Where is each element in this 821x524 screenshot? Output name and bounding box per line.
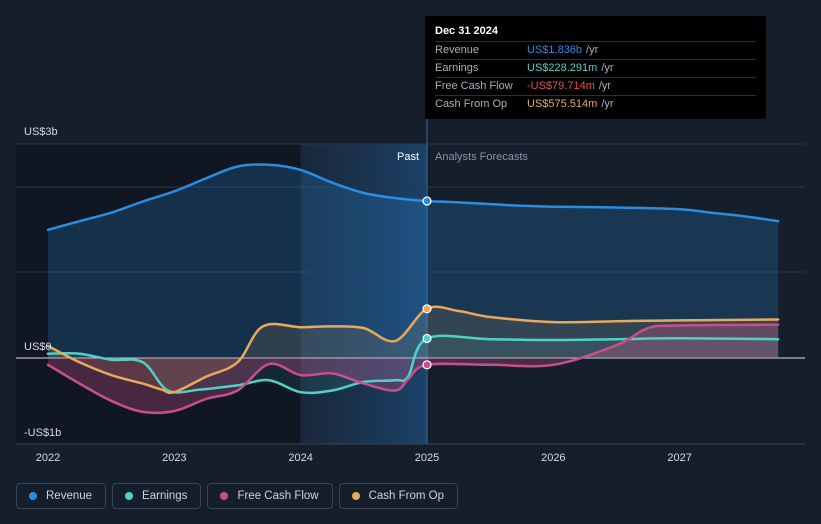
legend-dot-icon xyxy=(125,492,134,500)
series-marker-revenue xyxy=(422,196,432,206)
x-tick-label: 2027 xyxy=(667,452,691,464)
legend-item-earnings[interactable]: Earnings xyxy=(112,483,202,509)
legend-item-free-cash-flow[interactable]: Free Cash Flow xyxy=(207,483,333,509)
legend-label: Revenue xyxy=(46,490,93,502)
tooltip-label: Revenue xyxy=(435,44,480,56)
series-area-cash-from-op xyxy=(48,306,779,393)
tooltip-label: Free Cash Flow xyxy=(435,80,513,92)
series-area-revenue xyxy=(48,164,779,358)
y-tick-label: US$0 xyxy=(24,341,52,353)
tooltip-row-cash-from-op: Cash From Op US$575.514m /yr xyxy=(435,95,756,113)
tooltip-label: Cash From Op xyxy=(435,98,508,110)
tooltip-row-earnings: Earnings US$228.291m /yr xyxy=(435,59,756,77)
legend-dot-icon xyxy=(351,492,360,500)
y-tick-label: -US$1b xyxy=(24,427,61,439)
x-tick-label: 2026 xyxy=(541,452,565,464)
tooltip-unit: /yr xyxy=(598,80,612,92)
tooltip-unit: /yr xyxy=(601,62,614,74)
legend-dot-icon xyxy=(29,492,37,500)
tooltip-row-free-cash-flow: Free Cash Flow -US$79.714m /yr xyxy=(435,77,756,95)
legend-label: Earnings xyxy=(142,490,188,502)
series-area-earnings xyxy=(48,335,779,393)
legend-dot-icon xyxy=(220,492,229,500)
series-line-earnings xyxy=(46,334,780,395)
tooltip-date: Dec 31 2024 xyxy=(435,25,498,37)
series-line-revenue xyxy=(46,163,780,232)
x-tick-label: 2024 xyxy=(288,452,312,464)
tooltip-value: -US$79.714m xyxy=(527,80,595,92)
legend-item-cash-from-op[interactable]: Cash From Op xyxy=(338,483,459,509)
tooltip: Dec 31 2024 Revenue US$1.836b /yr Earnin… xyxy=(425,16,766,119)
y-tick-label: US$3b xyxy=(24,126,58,138)
x-tick-label: 2023 xyxy=(162,452,186,464)
legend: Revenue Earnings Free Cash Flow Cash Fro… xyxy=(16,483,459,511)
legend-label: Cash From Op xyxy=(368,490,445,502)
tooltip-unit: /yr xyxy=(586,44,599,56)
tooltip-value: US$1.836b xyxy=(527,44,583,56)
forecast-label: Analysts Forecasts xyxy=(435,151,528,163)
legend-item-revenue[interactable]: Revenue xyxy=(16,483,107,509)
series-line-cash-from-op xyxy=(46,305,780,395)
x-tick-label: 2022 xyxy=(36,452,60,464)
legend-label: Free Cash Flow xyxy=(237,490,319,502)
series-line-free-cash-flow xyxy=(46,323,780,415)
series-marker-free-cash-flow xyxy=(422,360,432,370)
series-marker-earnings xyxy=(422,333,432,344)
tooltip-value: US$575.514m xyxy=(527,98,598,110)
tooltip-unit: /yr xyxy=(601,98,614,110)
series-area-free-cash-flow xyxy=(48,324,779,413)
tooltip-label: Earnings xyxy=(435,62,479,74)
tooltip-value: US$228.291m xyxy=(527,62,598,74)
past-region-shade xyxy=(16,144,301,444)
series-marker-cash-from-op xyxy=(422,304,432,314)
tooltip-row-revenue: Revenue US$1.836b /yr xyxy=(435,41,756,59)
past-label: Past xyxy=(397,151,419,163)
x-tick-label: 2025 xyxy=(415,452,439,464)
